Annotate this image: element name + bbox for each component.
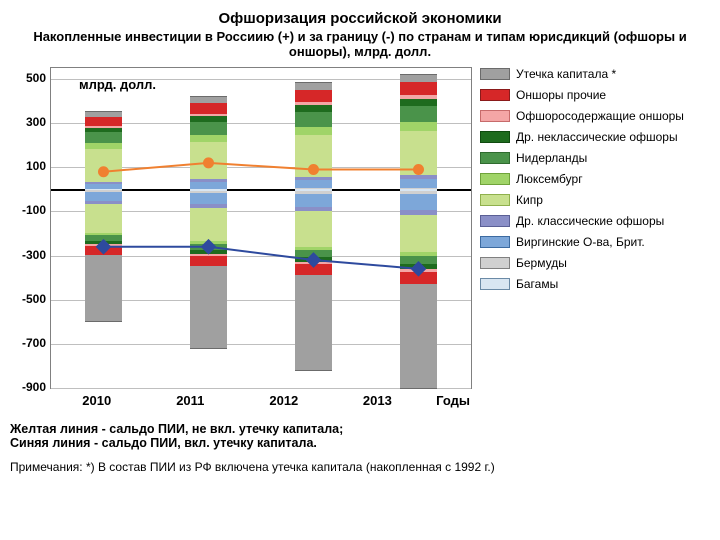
y-axis-labels: 500300100-100-300-500-700-900 xyxy=(10,67,50,387)
x-axis-labels: 2010201120122013 Годы xyxy=(50,393,470,408)
legend-swatch xyxy=(480,110,510,122)
y-tick-label: -300 xyxy=(22,248,46,262)
bar-segment xyxy=(295,134,332,177)
legend-label: Оншоры прочие xyxy=(516,88,606,102)
x-tick-label: 2010 xyxy=(50,393,144,408)
bar-segment xyxy=(85,255,122,322)
legend-label: Др. классические офшоры xyxy=(516,214,664,228)
bar-segment xyxy=(400,178,437,188)
legend-swatch xyxy=(480,215,510,227)
x-tick-label: 2013 xyxy=(331,393,425,408)
legend-swatch xyxy=(480,89,510,101)
legend-swatch xyxy=(480,68,510,80)
legend-item: Др. неклассические офшоры xyxy=(480,130,684,144)
legend-label: Багамы xyxy=(516,277,558,291)
footnote-yellow: Желтая линия - сальдо ПИИ, не вкл. утечк… xyxy=(10,422,710,436)
y-tick-label: -700 xyxy=(22,336,46,350)
bar-segment xyxy=(400,121,437,131)
legend-label: Виргинские О-ва, Брит. xyxy=(516,235,645,249)
y-tick-label: -900 xyxy=(22,380,46,394)
legend-item: Виргинские О-ва, Брит. xyxy=(480,235,684,249)
legend-label: Нидерланды xyxy=(516,151,587,165)
bar-segment xyxy=(85,131,122,143)
legend-item: Нидерланды xyxy=(480,151,684,165)
bar-segment xyxy=(190,121,227,135)
bar-segment xyxy=(190,181,227,189)
legend-swatch xyxy=(480,278,510,290)
y-tick-label: 300 xyxy=(26,115,46,129)
bar-segment xyxy=(400,81,437,95)
footnote-note: Примечания: *) В состав ПИИ из РФ включе… xyxy=(10,460,710,474)
legend-label: Утечка капитала * xyxy=(516,67,616,81)
legend-item: Др. классические офшоры xyxy=(480,214,684,228)
bar-segment xyxy=(190,102,227,114)
legend-item: Люксембург xyxy=(480,172,684,186)
bar-segment xyxy=(190,208,227,242)
chart-subtitle: Накопленные инвестиции в Россиию (+) и з… xyxy=(10,29,710,59)
legend-item: Багамы xyxy=(480,277,684,291)
bar-segment xyxy=(295,194,332,208)
y-tick-label: -500 xyxy=(22,292,46,306)
bar-segment xyxy=(295,275,332,371)
bar-segment xyxy=(190,266,227,349)
legend-swatch xyxy=(480,152,510,164)
bar-group xyxy=(400,68,437,388)
legend-label: Др. неклассические офшоры xyxy=(516,130,678,144)
bar-segment xyxy=(295,126,332,135)
bar-segment xyxy=(190,96,227,103)
bar-segment xyxy=(400,74,437,82)
bar-segment xyxy=(85,116,122,126)
legend-swatch xyxy=(480,257,510,269)
legend-label: Офшоросодержащие оншоры xyxy=(516,109,684,123)
bar-segment xyxy=(295,89,332,102)
legend-item: Утечка капитала * xyxy=(480,67,684,81)
chart-title: Офшоризация российской экономики xyxy=(10,10,710,27)
bar-segment xyxy=(190,134,227,142)
bar-segment xyxy=(295,179,332,188)
bar-segment xyxy=(400,194,437,210)
legend-label: Кипр xyxy=(516,193,543,207)
bar-segment xyxy=(400,105,437,123)
bar-group xyxy=(190,68,227,388)
x-tick-label: 2012 xyxy=(237,393,331,408)
bar-segment xyxy=(190,141,227,180)
bar-segment xyxy=(400,98,437,106)
chart-area: млрд. долл. xyxy=(50,67,472,389)
legend-label: Люксембург xyxy=(516,172,583,186)
footnote-lines: Желтая линия - сальдо ПИИ, не вкл. утечк… xyxy=(10,422,710,450)
bar-segment xyxy=(400,284,437,389)
legend-label: Бермуды xyxy=(516,256,567,270)
x-axis-title: Годы xyxy=(436,393,470,408)
bar-segment xyxy=(295,82,332,90)
bar-segment xyxy=(85,148,122,182)
legend-swatch xyxy=(480,131,510,143)
chart-row: 500300100-100-300-500-700-900 млрд. долл… xyxy=(10,67,710,389)
legend-swatch xyxy=(480,173,510,185)
bar-segment xyxy=(295,211,332,247)
legend-item: Кипр xyxy=(480,193,684,207)
y-tick-label: -100 xyxy=(22,203,46,217)
bar-segment xyxy=(85,111,122,116)
bar-segment xyxy=(295,111,332,127)
legend-swatch xyxy=(480,236,510,248)
legend: Утечка капитала * Оншоры прочие Офшоросоде… xyxy=(472,67,684,389)
legend-item: Офшоросодержащие оншоры xyxy=(480,109,684,123)
y-tick-label: 500 xyxy=(26,71,46,85)
bar-segment xyxy=(400,215,437,254)
y-tick-label: 100 xyxy=(26,159,46,173)
legend-swatch xyxy=(480,194,510,206)
footnote-blue: Синяя линия - сальдо ПИИ, вкл. утечку ка… xyxy=(10,436,710,450)
x-tick-label: 2011 xyxy=(144,393,238,408)
bar-segment xyxy=(400,130,437,175)
legend-item: Оншоры прочие xyxy=(480,88,684,102)
legend-item: Бермуды xyxy=(480,256,684,270)
bar-segment xyxy=(295,104,332,112)
bar-group xyxy=(295,68,332,388)
bar-segment xyxy=(85,204,122,234)
bar-group xyxy=(85,68,122,388)
